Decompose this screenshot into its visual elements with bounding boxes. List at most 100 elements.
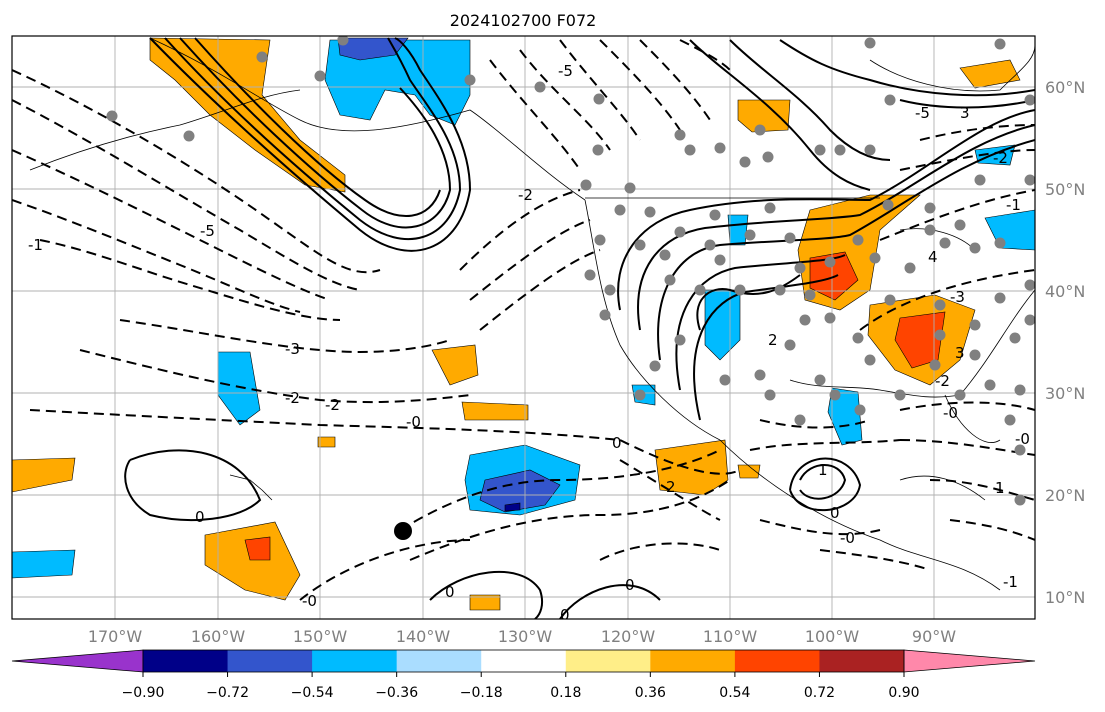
orange-region-small-a xyxy=(469,594,501,611)
lat-label: 30°N xyxy=(1045,384,1085,403)
orange-region-canada xyxy=(737,99,791,133)
contour-label: 1 xyxy=(818,461,828,479)
map-frame xyxy=(11,35,1036,620)
station-point xyxy=(934,299,946,311)
station-point xyxy=(694,284,706,296)
station-point xyxy=(762,151,774,163)
station-point xyxy=(719,374,731,386)
station-point xyxy=(592,144,604,156)
colorbar-tick-label: 0.36 xyxy=(635,685,666,701)
station-point xyxy=(464,74,476,86)
colorbar-swatch xyxy=(396,650,482,672)
colorbar-tick-label: −0.90 xyxy=(122,685,165,701)
station-point xyxy=(624,182,636,194)
gulf-coast xyxy=(789,379,961,398)
lon-label: 150°W xyxy=(293,627,348,646)
station-point xyxy=(884,294,896,306)
shaded-anomaly-fields xyxy=(12,37,1035,611)
lat-label: 50°N xyxy=(1045,180,1085,199)
red-region-southeast xyxy=(894,311,946,369)
station-point xyxy=(884,94,896,106)
lat-label: 60°N xyxy=(1045,78,1085,97)
colorbar-frame xyxy=(142,649,905,673)
orange-region-small-b xyxy=(317,436,336,448)
station-point xyxy=(1014,384,1026,396)
colorbar: −0.90 −0.72 −0.54 −0.36 −0.18 0.18 0.36 0.54 0.7… xyxy=(11,649,1036,701)
station-point xyxy=(634,389,646,401)
station-point xyxy=(774,284,786,296)
station-point xyxy=(799,314,811,326)
station-point xyxy=(593,93,605,105)
us-west-coast xyxy=(584,199,721,441)
contour-label: -0 xyxy=(1015,430,1030,448)
orange-region-hudson xyxy=(959,59,1021,89)
station-point xyxy=(954,219,966,231)
station-point xyxy=(664,274,676,286)
dashed-contours xyxy=(12,39,1035,601)
station-point xyxy=(852,234,864,246)
station-point xyxy=(864,37,876,49)
colorbar-swatch xyxy=(312,650,398,672)
contour-label: -5 xyxy=(915,104,930,122)
orange-region-hawaii xyxy=(204,521,301,601)
lon-label: 170°W xyxy=(88,627,143,646)
station-point xyxy=(714,254,726,266)
station-point xyxy=(764,389,776,401)
orange-region-pacific-a xyxy=(431,344,479,386)
colorbar-tick-label: −0.72 xyxy=(206,685,249,701)
station-point xyxy=(1024,314,1035,326)
station-point xyxy=(734,284,746,296)
colorbar-swatch xyxy=(650,650,736,672)
station-point xyxy=(814,144,826,156)
station-point xyxy=(882,199,894,211)
station-point xyxy=(824,312,836,324)
colorbar-tick-label: −0.18 xyxy=(460,685,503,701)
station-point xyxy=(584,269,596,281)
contour-label: -2 xyxy=(518,186,533,204)
lon-label: 130°W xyxy=(498,627,553,646)
colorbar-swatch xyxy=(227,650,313,672)
lat-label: 40°N xyxy=(1045,282,1085,301)
station-point xyxy=(794,414,806,426)
contour-label: -1 xyxy=(1006,196,1021,214)
hawaii-islands xyxy=(229,474,273,501)
contour-label: -3 xyxy=(285,340,300,358)
station-point xyxy=(754,124,766,136)
longitude-labels: 170°W 160°W 150°W 140°W 130°W 120°W 110°… xyxy=(88,627,956,646)
latitude-labels: 60°N 50°N 40°N 30°N 20°N 10°N xyxy=(1045,78,1085,607)
east-coast xyxy=(959,289,1035,396)
florida-coast xyxy=(944,394,1001,443)
station-point xyxy=(994,38,1006,50)
station-point xyxy=(1014,444,1026,456)
station-point xyxy=(829,389,841,401)
station-point xyxy=(684,144,696,156)
colorbar-extend-low xyxy=(11,649,144,673)
contour-label: -5 xyxy=(558,62,573,80)
colorbar-tick-label: −0.36 xyxy=(375,685,418,701)
station-point xyxy=(852,332,864,344)
aleutian-coast xyxy=(29,89,301,171)
station-point xyxy=(644,206,656,218)
contour-label: -2 xyxy=(993,149,1008,167)
contour-label: 0 xyxy=(560,606,570,624)
station-point xyxy=(337,36,349,46)
solid-contours xyxy=(124,37,1035,619)
station-point xyxy=(744,229,756,241)
orange-region-west-edge xyxy=(12,457,76,493)
station-point xyxy=(794,262,806,274)
station-point xyxy=(939,237,951,249)
contour-label: -5 xyxy=(200,222,215,240)
colorbar-ticks: −0.90 −0.72 −0.54 −0.36 −0.18 0.18 0.36 0.54 0.7… xyxy=(122,672,920,701)
lat-label: 20°N xyxy=(1045,486,1085,505)
station-point xyxy=(869,252,881,264)
station-point xyxy=(314,70,326,82)
station-point xyxy=(674,226,686,238)
contour-label: 0 xyxy=(625,576,635,594)
contour-label: 0 xyxy=(612,434,622,452)
station-point xyxy=(934,329,946,341)
station-point xyxy=(674,334,686,346)
station-point xyxy=(649,360,661,372)
station-point xyxy=(984,379,996,391)
contour-label: -0 xyxy=(943,404,958,422)
station-point xyxy=(969,349,981,361)
